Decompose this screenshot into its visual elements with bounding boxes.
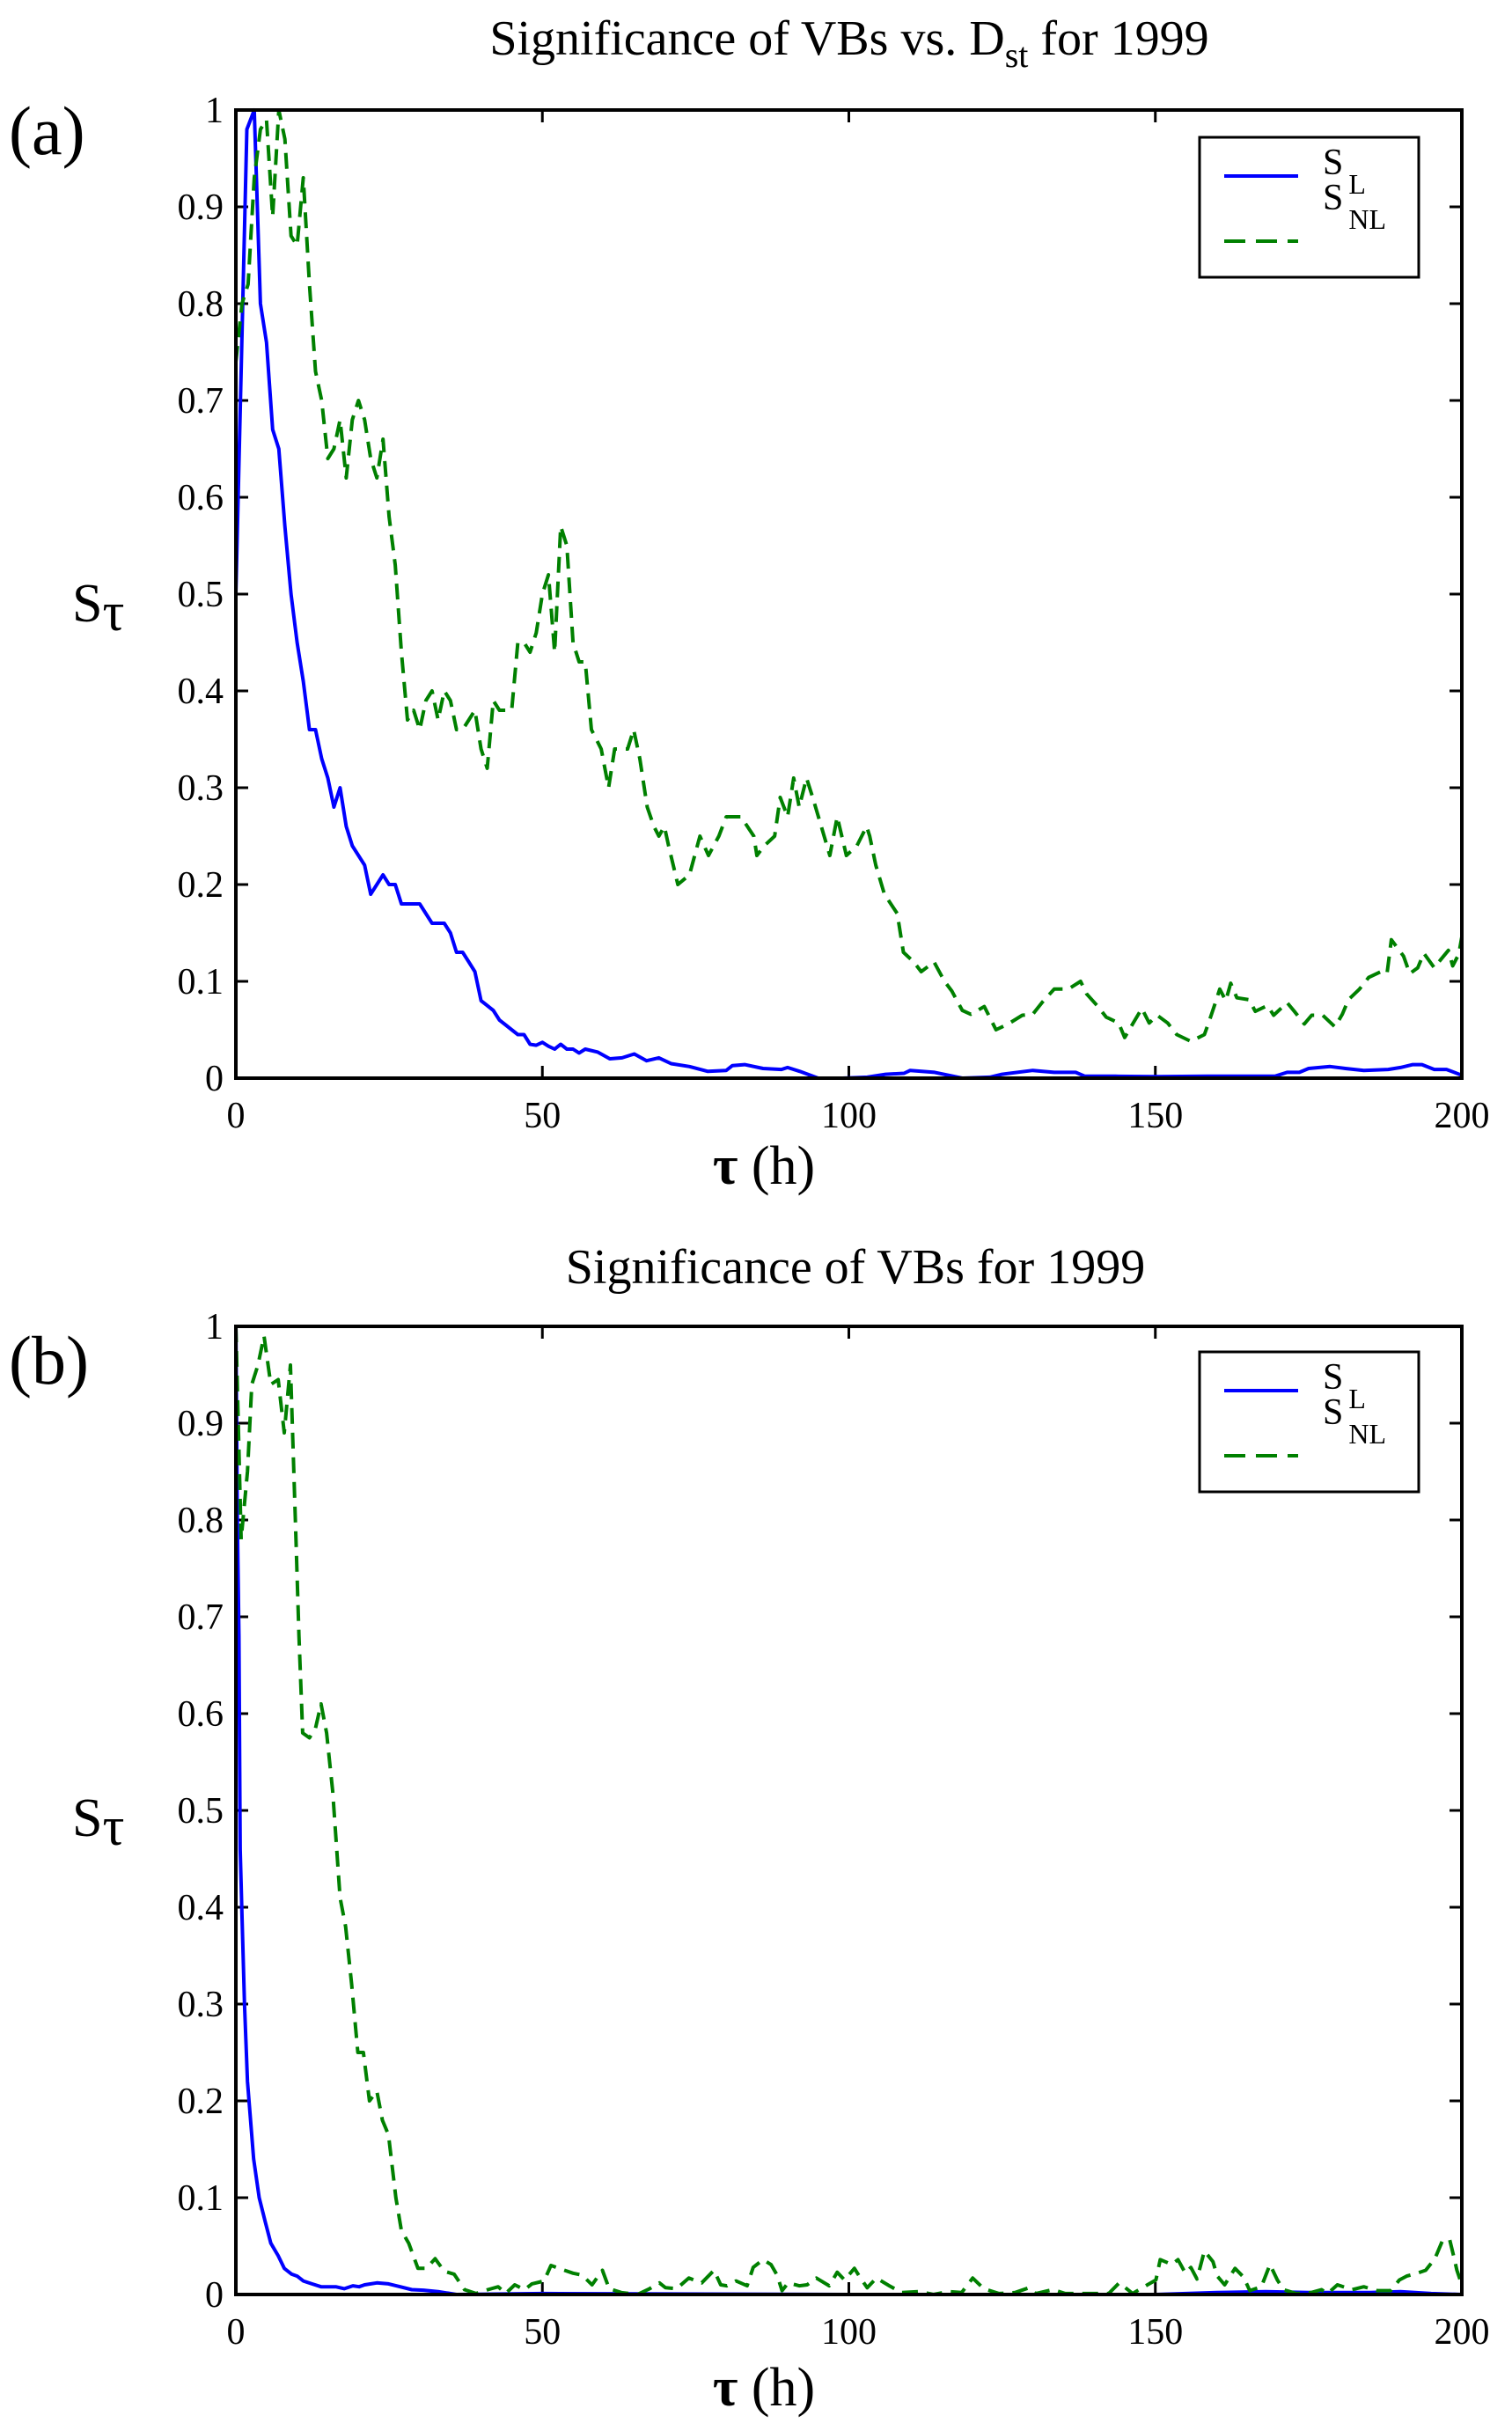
panel-a: Significance of VBs vs. Dst for 1999 (a)… xyxy=(9,11,1490,1196)
y-tick-label: 0.4 xyxy=(178,672,224,712)
plot-frame xyxy=(234,1325,1464,2296)
legend-label-snl-main: S xyxy=(1323,1392,1343,1433)
x-axis-label-unit: (h) xyxy=(738,1136,815,1196)
y-tick-label: 0.8 xyxy=(178,284,224,325)
x-axis-label: τ (h) xyxy=(713,1136,815,1196)
x-tick-label: 100 xyxy=(821,2312,877,2353)
y-axis-label: Sτ xyxy=(72,1788,124,1857)
axis-ticks: 0 0.1 0.2 0.3 0.4 0.5 0.6 0.7 0.8 0.9 1 0 50 100 150 20… xyxy=(178,1307,1490,2353)
legend-label-snl-main: S xyxy=(1323,178,1343,218)
plot-frame xyxy=(234,108,1464,1080)
y-axis-label-main: S xyxy=(72,574,102,634)
panel-label: (a) xyxy=(9,92,85,169)
series-line-sl xyxy=(234,108,1463,1080)
y-tick-label: 0.1 xyxy=(178,962,224,1002)
legend-label-snl-subscript: NL xyxy=(1348,1418,1386,1450)
y-tick-label: 0.2 xyxy=(178,865,224,906)
y-tick-label: 0.9 xyxy=(178,1404,224,1444)
legend: SL SNL xyxy=(1198,1350,1420,1494)
legend-label-snl: SNL xyxy=(1323,178,1386,235)
y-tick-label: 0.7 xyxy=(178,1597,224,1638)
y-tick-label: 0.3 xyxy=(178,768,224,809)
chart-title-suffix: for 1999 xyxy=(1028,11,1208,66)
x-axis-label-symbol: τ xyxy=(713,1136,738,1196)
legend-box xyxy=(1198,1350,1420,1494)
x-tick-label: 0 xyxy=(227,2312,246,2353)
y-tick-label: 0.6 xyxy=(178,478,224,518)
x-tick-label: 200 xyxy=(1435,1096,1490,1136)
y-tick-label: 0.4 xyxy=(178,1888,224,1928)
legend-label-sl: SL xyxy=(1323,1357,1366,1414)
y-axis-label-subscript: τ xyxy=(102,1797,124,1857)
legend-label-sl-subscript: L xyxy=(1348,168,1366,200)
x-tick-label: 100 xyxy=(821,1096,877,1136)
y-tick-label: 0.9 xyxy=(178,187,224,228)
x-tick-label: 50 xyxy=(524,1096,561,1136)
y-tick-label: 0.8 xyxy=(178,1501,224,1541)
y-tick-label: 0.6 xyxy=(178,1694,224,1735)
x-tick-label: 0 xyxy=(227,1096,246,1136)
y-tick-label: 0.5 xyxy=(178,1791,224,1832)
panel-b: Significance of VBs for 1999 (b) Sτ τ (h… xyxy=(9,1240,1490,2418)
y-axis-label-subscript: τ xyxy=(102,583,124,642)
legend-label-snl-subscript: NL xyxy=(1348,203,1386,235)
series-line-snl xyxy=(234,108,1464,1044)
x-axis-label-unit: (h) xyxy=(738,2358,815,2418)
legend-label-sl-main: S xyxy=(1323,143,1343,183)
y-tick-label: 0 xyxy=(205,1059,224,1099)
legend-label-sl: SL xyxy=(1323,143,1366,200)
x-tick-label: 150 xyxy=(1127,1096,1183,1136)
chart-title: Significance of VBs for 1999 xyxy=(566,1240,1145,1295)
legend-label-sl-subscript: L xyxy=(1348,1383,1366,1414)
y-axis-label-main: S xyxy=(72,1788,102,1848)
chart-title-subscript: st xyxy=(1005,35,1029,75)
y-axis-label: Sτ xyxy=(72,574,124,642)
x-tick-label: 150 xyxy=(1127,2312,1183,2353)
y-tick-label: 0 xyxy=(205,2275,224,2316)
legend: SL SNL xyxy=(1198,136,1420,279)
legend-label-sl-main: S xyxy=(1323,1357,1343,1398)
legend-box xyxy=(1198,136,1420,279)
x-tick-label: 200 xyxy=(1435,2312,1490,2353)
y-tick-label: 1 xyxy=(205,91,224,131)
x-axis-label-symbol: τ xyxy=(713,2358,738,2418)
y-tick-label: 0.5 xyxy=(178,575,224,615)
y-tick-label: 0.1 xyxy=(178,2178,224,2219)
legend-label-snl: SNL xyxy=(1323,1392,1386,1450)
panel-label: (b) xyxy=(9,1322,89,1399)
series-group xyxy=(234,108,1464,1080)
y-tick-label: 0.2 xyxy=(178,2082,224,2122)
y-tick-label: 0.3 xyxy=(178,1985,224,2025)
y-tick-label: 0.7 xyxy=(178,381,224,422)
series-line-snl xyxy=(234,1325,1464,2296)
axis-ticks: 0 0.1 0.2 0.3 0.4 0.5 0.6 0.7 0.8 0.9 1 0 50 100 150 20… xyxy=(178,91,1490,1136)
y-tick-label: 1 xyxy=(205,1307,224,1347)
x-tick-label: 50 xyxy=(524,2312,561,2353)
x-axis-label: τ (h) xyxy=(713,2358,815,2418)
chart-title-main: Significance of VBs vs. D xyxy=(489,11,1004,66)
chart-title: Significance of VBs vs. Dst for 1999 xyxy=(489,11,1208,75)
